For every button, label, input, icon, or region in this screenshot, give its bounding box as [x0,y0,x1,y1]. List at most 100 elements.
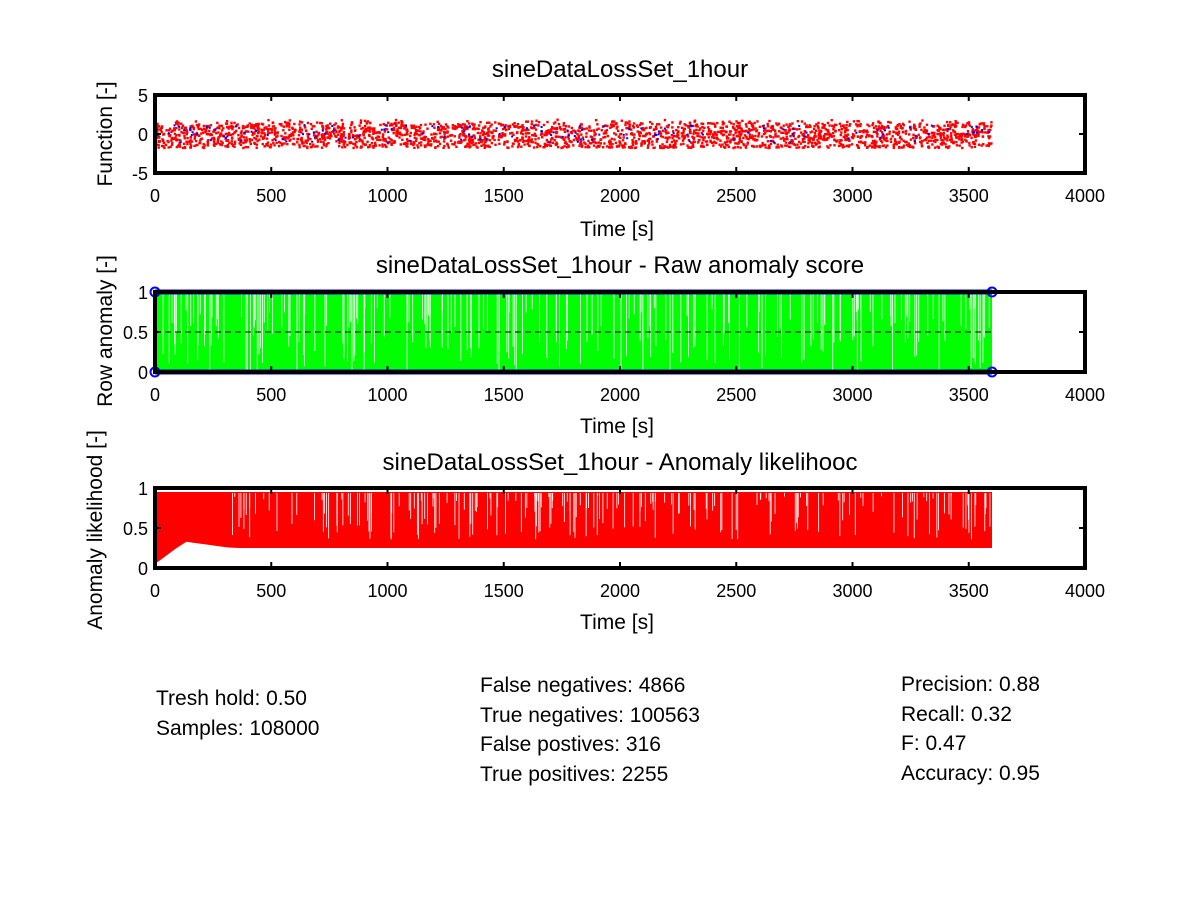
flagged-point [985,144,988,147]
flagged-point [821,126,825,129]
flagged-point [734,129,738,132]
flagged-point [516,140,519,143]
flagged-point [261,130,264,133]
flagged-point [540,132,544,135]
flagged-point [655,140,659,143]
flagged-point [948,127,952,131]
likelihood-panel-yticks: 00.51 [123,479,1085,579]
normal-point [657,133,660,136]
flagged-point [634,141,637,144]
flagged-point [156,131,159,134]
flagged-point [451,142,454,146]
flagged-point [434,139,438,142]
flagged-point [335,140,338,143]
normal-point [574,131,577,134]
flagged-point [988,135,992,138]
x-tick-label: 0 [150,581,160,601]
flagged-point [698,128,701,132]
flagged-point [692,132,695,135]
flagged-point [397,121,400,124]
flagged-point [762,143,765,147]
flagged-point [438,142,442,146]
flagged-point [304,129,308,132]
flagged-point [721,120,725,124]
flagged-point [782,131,785,135]
flagged-point [218,124,221,127]
flagged-point [894,139,897,143]
flagged-point [680,126,684,129]
flagged-point [354,144,357,147]
flagged-point [766,140,770,143]
flagged-point [620,144,623,147]
flagged-point [189,139,192,142]
flagged-point [483,126,487,129]
flagged-point [569,131,573,134]
flagged-point [517,126,521,129]
flagged-point [193,144,196,148]
x-tick-label: 0 [150,385,160,405]
flagged-point [436,120,439,123]
flagged-point [593,137,596,141]
flagged-point [646,144,650,147]
flagged-point [488,145,491,149]
flagged-point [331,130,334,134]
flagged-point [960,134,963,137]
flagged-point [796,119,800,123]
flagged-point [156,126,159,130]
flagged-point [563,130,567,134]
flagged-point [737,126,740,129]
flagged-point [858,130,862,133]
flagged-point [183,145,187,149]
normal-point [503,125,506,128]
flagged-point [921,119,924,122]
flagged-point [790,142,794,145]
flagged-point [508,124,512,128]
flagged-point [861,129,864,133]
flagged-point [817,146,820,149]
flagged-point [509,132,512,135]
flagged-point [306,139,310,142]
flagged-point [182,131,185,135]
flagged-point [734,131,737,135]
normal-point [876,129,879,132]
flagged-point [285,122,288,125]
flagged-point [959,132,963,136]
flagged-point [285,125,288,128]
flagged-point [492,135,495,138]
flagged-point [219,143,223,146]
x-tick-label: 2500 [716,581,756,601]
flagged-point [361,141,364,144]
flagged-point [239,143,243,147]
flagged-point [220,129,224,132]
flagged-point [889,140,893,144]
normal-point [887,126,890,129]
flagged-point [289,134,293,138]
flagged-point [157,125,161,128]
flagged-point [530,120,534,123]
flagged-point [609,123,613,126]
flagged-point [515,139,518,142]
flagged-point [665,132,668,135]
flagged-point [902,146,905,149]
flagged-point [383,143,387,147]
flagged-point [476,146,479,149]
flagged-point [521,124,524,127]
flagged-point [932,139,936,143]
flagged-point [712,122,716,125]
flagged-point [521,137,524,140]
flagged-point [453,127,457,131]
flagged-point [406,142,409,145]
flagged-point [269,145,272,149]
flagged-point [729,141,732,144]
flagged-point [202,142,205,146]
flagged-point [977,143,981,146]
flagged-point [563,141,567,145]
flagged-point [807,138,811,142]
flagged-point [520,145,523,148]
flagged-point [527,132,531,135]
flagged-point [892,146,896,150]
flagged-point [524,132,528,135]
flagged-point [848,138,851,142]
flagged-point [765,136,768,139]
flagged-point [760,144,764,147]
